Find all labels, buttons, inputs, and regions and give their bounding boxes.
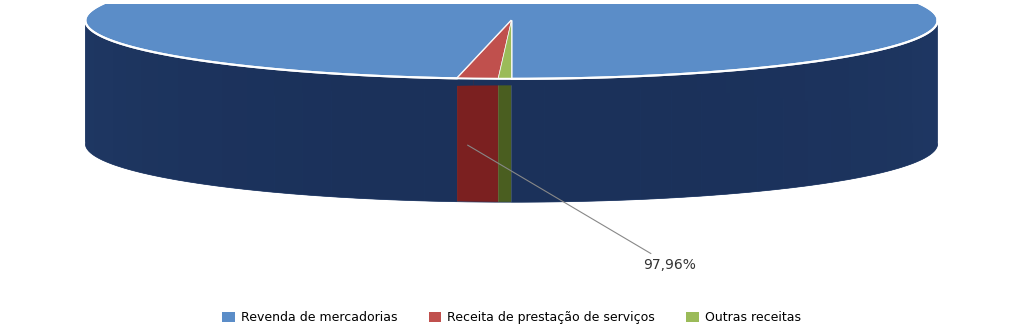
Polygon shape — [189, 0, 211, 106]
Polygon shape — [92, 6, 98, 134]
Polygon shape — [87, 10, 92, 138]
Polygon shape — [441, 0, 474, 86]
Polygon shape — [89, 28, 95, 156]
Polygon shape — [457, 20, 512, 79]
Polygon shape — [572, 0, 604, 87]
Polygon shape — [150, 0, 169, 113]
Polygon shape — [457, 78, 498, 202]
Polygon shape — [347, 0, 377, 90]
Polygon shape — [697, 0, 725, 93]
Polygon shape — [274, 69, 303, 195]
Polygon shape — [317, 0, 347, 92]
Polygon shape — [923, 31, 930, 159]
Polygon shape — [141, 49, 159, 176]
Polygon shape — [914, 36, 923, 163]
Polygon shape — [544, 78, 577, 202]
Polygon shape — [753, 0, 780, 98]
Polygon shape — [922, 4, 929, 132]
Polygon shape — [288, 0, 317, 94]
Polygon shape — [223, 63, 248, 190]
Polygon shape — [577, 77, 609, 201]
Polygon shape — [408, 0, 441, 87]
Polygon shape — [934, 13, 937, 141]
Legend: Revenda de mercadorias, Receita de prestação de serviços, Outras receitas: Revenda de mercadorias, Receita de prest… — [217, 306, 806, 329]
Polygon shape — [851, 52, 871, 179]
Polygon shape — [539, 0, 572, 86]
Polygon shape — [362, 75, 393, 200]
Polygon shape — [107, 0, 120, 125]
Polygon shape — [498, 79, 512, 202]
Polygon shape — [640, 75, 671, 199]
Polygon shape — [604, 0, 635, 88]
Polygon shape — [725, 0, 753, 96]
Polygon shape — [498, 20, 512, 79]
Polygon shape — [134, 0, 150, 117]
Polygon shape — [261, 0, 288, 97]
Polygon shape — [827, 0, 848, 108]
Polygon shape — [506, 0, 539, 86]
Polygon shape — [884, 0, 899, 120]
Polygon shape — [780, 0, 804, 101]
Polygon shape — [127, 45, 141, 173]
Polygon shape — [85, 21, 457, 202]
Polygon shape — [98, 2, 107, 129]
Polygon shape — [211, 0, 235, 102]
Polygon shape — [512, 79, 544, 202]
Polygon shape — [303, 71, 331, 197]
Polygon shape — [199, 60, 223, 187]
Polygon shape — [169, 0, 189, 109]
Polygon shape — [901, 40, 914, 167]
Polygon shape — [848, 0, 868, 112]
Polygon shape — [425, 78, 457, 202]
Polygon shape — [609, 76, 640, 201]
Polygon shape — [95, 33, 103, 161]
Polygon shape — [911, 0, 922, 128]
Polygon shape — [178, 57, 199, 183]
Polygon shape — [103, 37, 114, 165]
Polygon shape — [871, 48, 887, 175]
Polygon shape — [887, 44, 901, 171]
Polygon shape — [159, 53, 178, 180]
Polygon shape — [730, 68, 758, 194]
Polygon shape — [86, 24, 89, 152]
Polygon shape — [666, 0, 697, 91]
Polygon shape — [868, 0, 884, 116]
Polygon shape — [831, 56, 851, 182]
Polygon shape — [930, 27, 935, 155]
Polygon shape — [114, 41, 127, 169]
Polygon shape — [85, 15, 87, 143]
Text: 97,96%: 97,96% — [468, 145, 697, 272]
Polygon shape — [85, 0, 938, 79]
Polygon shape — [804, 0, 827, 105]
Polygon shape — [512, 21, 938, 202]
Polygon shape — [393, 77, 425, 201]
Polygon shape — [935, 22, 937, 150]
Polygon shape — [635, 0, 666, 89]
Polygon shape — [474, 0, 506, 86]
Polygon shape — [702, 71, 730, 196]
Polygon shape — [808, 59, 831, 186]
Polygon shape — [671, 73, 702, 198]
Polygon shape — [758, 65, 784, 191]
Polygon shape — [899, 0, 911, 124]
Polygon shape — [235, 0, 261, 99]
Polygon shape — [929, 9, 934, 137]
Polygon shape — [248, 66, 274, 192]
Polygon shape — [784, 62, 808, 189]
Polygon shape — [331, 73, 362, 198]
Polygon shape — [120, 0, 134, 121]
Polygon shape — [377, 0, 408, 88]
